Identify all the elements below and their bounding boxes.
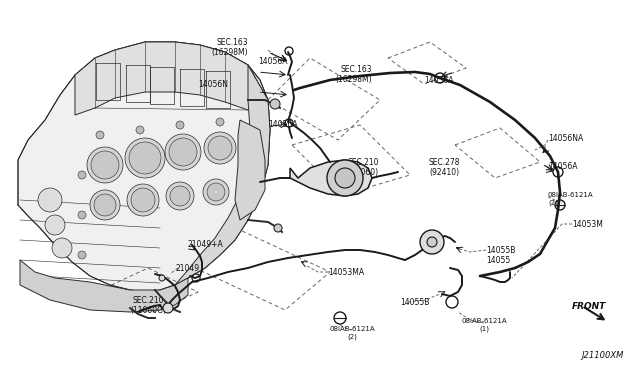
Polygon shape bbox=[290, 160, 372, 196]
Circle shape bbox=[94, 194, 116, 216]
Circle shape bbox=[159, 275, 165, 281]
Text: 08IAB-6121A
(2): 08IAB-6121A (2) bbox=[329, 326, 375, 340]
Polygon shape bbox=[18, 42, 270, 292]
Circle shape bbox=[52, 238, 72, 258]
Circle shape bbox=[204, 132, 236, 164]
Circle shape bbox=[420, 230, 444, 254]
Circle shape bbox=[427, 237, 437, 247]
Text: 14053M: 14053M bbox=[572, 220, 603, 229]
Text: 21049+A: 21049+A bbox=[188, 240, 224, 249]
Circle shape bbox=[165, 134, 201, 170]
Text: 14056A: 14056A bbox=[424, 76, 454, 85]
Circle shape bbox=[327, 160, 363, 196]
Text: 08IAB-6121A
(2): 08IAB-6121A (2) bbox=[548, 192, 594, 205]
Text: SEC.210
(11060): SEC.210 (11060) bbox=[348, 158, 380, 177]
Circle shape bbox=[207, 183, 225, 201]
Text: 14056NA: 14056NA bbox=[548, 134, 583, 143]
Circle shape bbox=[90, 190, 120, 220]
Circle shape bbox=[91, 151, 119, 179]
Text: 14053MA: 14053MA bbox=[328, 268, 364, 277]
Text: SEC.163
(16298M): SEC.163 (16298M) bbox=[335, 65, 372, 84]
Text: 14056A: 14056A bbox=[258, 57, 287, 66]
Circle shape bbox=[208, 136, 232, 160]
Circle shape bbox=[203, 179, 229, 205]
Circle shape bbox=[163, 303, 173, 313]
Circle shape bbox=[274, 224, 282, 232]
Circle shape bbox=[78, 251, 86, 259]
Text: 21049: 21049 bbox=[175, 264, 199, 273]
Circle shape bbox=[38, 188, 62, 212]
Text: SEC.210
(11060G): SEC.210 (11060G) bbox=[130, 296, 166, 315]
Circle shape bbox=[270, 99, 280, 109]
Circle shape bbox=[216, 118, 224, 126]
Circle shape bbox=[170, 186, 190, 206]
Text: 08IAB-6121A
(1): 08IAB-6121A (1) bbox=[461, 318, 507, 331]
Circle shape bbox=[78, 211, 86, 219]
Text: J21100XM: J21100XM bbox=[582, 351, 624, 360]
Text: SEC.278
(92410): SEC.278 (92410) bbox=[429, 158, 460, 177]
Text: 14056A: 14056A bbox=[548, 162, 577, 171]
Text: 14056N: 14056N bbox=[198, 80, 228, 89]
Polygon shape bbox=[20, 260, 188, 312]
Text: 14056A: 14056A bbox=[268, 120, 298, 129]
Polygon shape bbox=[75, 42, 268, 115]
Circle shape bbox=[125, 138, 165, 178]
Circle shape bbox=[45, 215, 65, 235]
Circle shape bbox=[166, 182, 194, 210]
Circle shape bbox=[131, 188, 155, 212]
Text: SEC.163
(16298M): SEC.163 (16298M) bbox=[211, 38, 248, 57]
Polygon shape bbox=[235, 120, 265, 220]
Circle shape bbox=[127, 184, 159, 216]
Circle shape bbox=[87, 147, 123, 183]
Text: FRONT: FRONT bbox=[572, 302, 606, 311]
Circle shape bbox=[176, 121, 184, 129]
Circle shape bbox=[129, 142, 161, 174]
Circle shape bbox=[96, 131, 104, 139]
Circle shape bbox=[136, 126, 144, 134]
Polygon shape bbox=[175, 65, 270, 285]
Circle shape bbox=[169, 138, 197, 166]
Circle shape bbox=[335, 168, 355, 188]
Text: 14055B: 14055B bbox=[400, 298, 429, 307]
Text: 14055B
14055: 14055B 14055 bbox=[486, 246, 515, 265]
Circle shape bbox=[78, 171, 86, 179]
